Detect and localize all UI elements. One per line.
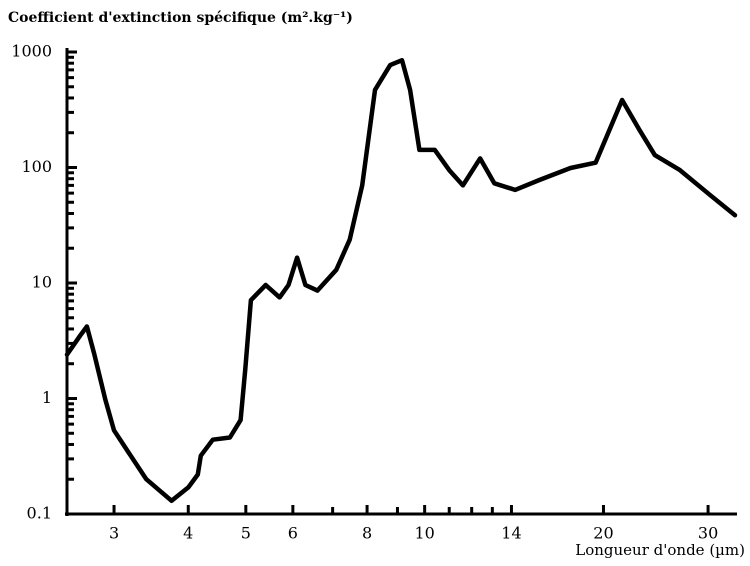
x-tick-label: 30 bbox=[698, 524, 718, 543]
x-tick-label: 10 bbox=[414, 524, 434, 543]
y-tick-label: 10 bbox=[32, 273, 52, 292]
data-line bbox=[64, 57, 738, 504]
x-tick-label: 8 bbox=[362, 524, 372, 543]
y-tick-label: 1000 bbox=[11, 42, 52, 61]
chart-title: Coefficient d'extinction spécifique (m².… bbox=[8, 10, 353, 26]
x-tick-label: 5 bbox=[241, 524, 251, 543]
y-tick-label: 0.1 bbox=[27, 504, 52, 523]
x-tick-label: 14 bbox=[501, 524, 521, 543]
x-tick-label: 20 bbox=[593, 524, 613, 543]
x-tick-label: 6 bbox=[288, 524, 298, 543]
x-tick-label: 3 bbox=[109, 524, 119, 543]
x-tick-label: 4 bbox=[183, 524, 193, 543]
y-tick-label: 1 bbox=[42, 388, 52, 407]
y-tick-label: 100 bbox=[21, 157, 52, 176]
x-axis-label: Longueur d'onde (µm) bbox=[575, 541, 745, 559]
